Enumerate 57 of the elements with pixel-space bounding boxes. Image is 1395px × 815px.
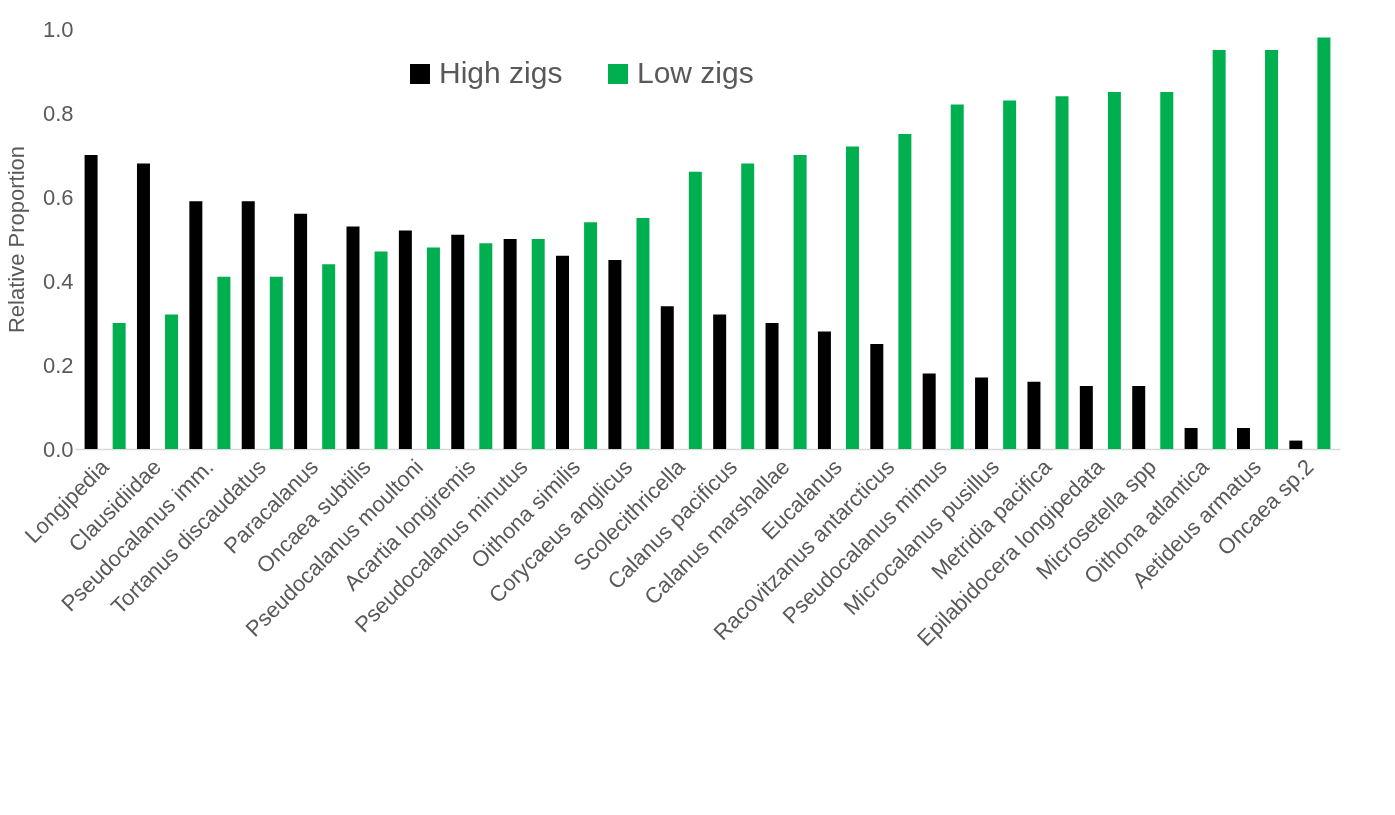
bar — [479, 243, 493, 449]
bar — [793, 155, 807, 449]
legend-label: Low zigs — [637, 56, 754, 89]
bar — [1317, 37, 1331, 449]
bar — [845, 146, 859, 449]
y-tick-label: 0.6 — [42, 184, 74, 210]
bar — [1265, 50, 1279, 449]
bar — [136, 163, 150, 449]
bar — [898, 134, 912, 449]
bar — [1079, 386, 1093, 449]
bar — [217, 276, 231, 449]
bar — [503, 239, 517, 449]
bar — [636, 218, 650, 449]
bar — [741, 163, 755, 449]
bar — [688, 171, 702, 449]
bar — [1132, 386, 1146, 449]
bar — [922, 373, 936, 449]
bar — [556, 255, 570, 449]
legend-label: High zigs — [439, 56, 563, 89]
bar — [1160, 92, 1174, 449]
bar — [165, 314, 179, 449]
bar — [294, 213, 308, 449]
bar — [608, 260, 622, 449]
y-tick-label: 0.8 — [42, 100, 74, 126]
bar — [398, 230, 412, 449]
bar — [975, 377, 989, 449]
bar — [374, 251, 388, 449]
y-tick-label: 1.0 — [42, 16, 74, 42]
bar — [322, 264, 336, 449]
bar — [713, 314, 727, 449]
bar — [426, 247, 440, 449]
bar — [1003, 100, 1017, 449]
bar — [1289, 440, 1303, 449]
bar — [1107, 92, 1121, 449]
bar — [1027, 381, 1041, 449]
bar — [870, 344, 884, 449]
y-axis-title: Relative Proportion — [3, 145, 29, 334]
bar — [1212, 50, 1226, 449]
bar — [451, 234, 465, 449]
bar — [189, 201, 203, 449]
bar — [660, 306, 674, 449]
bar — [765, 323, 779, 449]
bar — [241, 201, 255, 449]
bar — [584, 222, 598, 449]
bar — [1055, 96, 1069, 449]
bar — [817, 331, 831, 449]
bar — [346, 226, 360, 449]
bar — [112, 323, 126, 449]
y-tick-label: 0.4 — [42, 268, 74, 294]
bar — [1184, 428, 1198, 449]
bar — [84, 155, 98, 449]
bar — [269, 276, 283, 449]
bar — [950, 104, 964, 449]
y-tick-label: 0.2 — [42, 352, 74, 378]
bar — [531, 239, 545, 449]
bar — [1236, 428, 1250, 449]
y-tick-label: 0.0 — [42, 436, 74, 462]
